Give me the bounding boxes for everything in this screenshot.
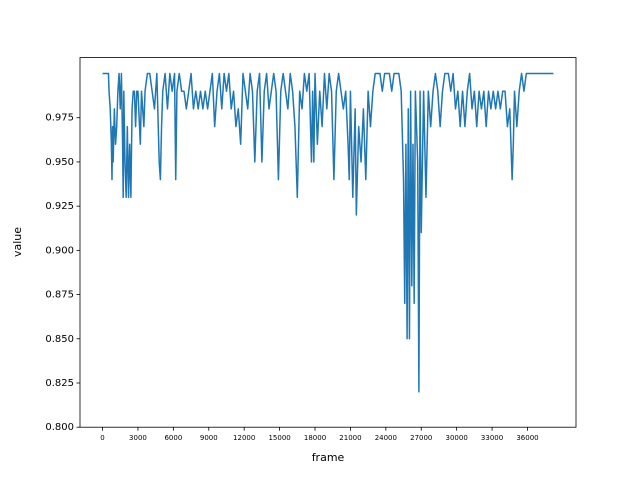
data-line	[102, 72, 554, 393]
x-tick-label: 36000	[516, 434, 538, 442]
x-axis-label: frame	[312, 451, 345, 464]
y-tick-label: 0.925	[45, 201, 74, 212]
x-tick-label: 21000	[339, 434, 361, 442]
x-tick-label: 30000	[446, 434, 468, 442]
x-tick-label: 3000	[129, 434, 147, 442]
plot-frame	[79, 57, 577, 428]
y-tick-label: 0.950	[45, 157, 74, 168]
x-tick-label: 15000	[268, 434, 290, 442]
y-tick-label: 0.975	[45, 113, 74, 124]
y-tick-label: 0.875	[45, 290, 74, 301]
x-tick-label: 33000	[481, 434, 503, 442]
x-tick-label: 0	[100, 434, 104, 442]
x-tick-label: 6000	[164, 434, 182, 442]
x-tick-label: 9000	[200, 434, 218, 442]
x-tick-label: 18000	[304, 434, 326, 442]
y-tick-label: 0.850	[45, 334, 74, 345]
x-tick-label: 12000	[233, 434, 255, 442]
y-axis-label: value	[11, 227, 24, 257]
y-tick-label: 0.800	[45, 422, 74, 433]
x-tick-label: 27000	[410, 434, 432, 442]
y-tick-label: 0.900	[45, 245, 74, 256]
x-tick-label: 24000	[375, 434, 397, 442]
y-tick-label: 0.825	[45, 378, 74, 389]
